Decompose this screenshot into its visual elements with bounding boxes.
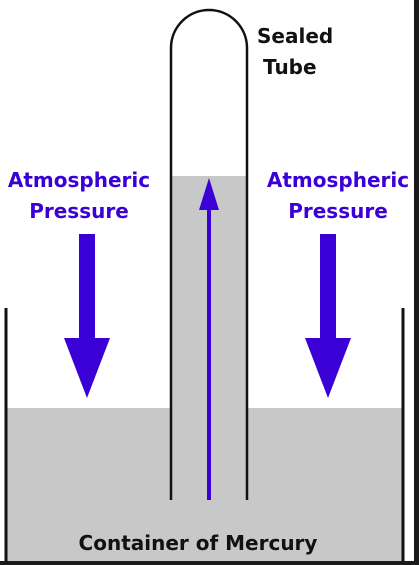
sealed-tube-label-line1: Sealed (257, 24, 333, 48)
sealed-tube-label-line2: Tube (263, 55, 317, 79)
right-pressure-label-line2: Pressure (288, 199, 388, 223)
sealed-tube (169, 8, 249, 500)
tube-arrow-up-icon (199, 178, 219, 500)
container-label: Container of Mercury (79, 531, 318, 555)
left-pressure-label-line1: Atmospheric (8, 168, 150, 192)
left-pressure-label-line2: Pressure (29, 199, 129, 223)
right-arrow-down-icon (305, 234, 351, 398)
left-arrow-down-icon (64, 234, 110, 398)
right-pressure-label-line1: Atmospheric (267, 168, 409, 192)
frame-bottom (0, 561, 419, 565)
frame-right (414, 0, 419, 565)
